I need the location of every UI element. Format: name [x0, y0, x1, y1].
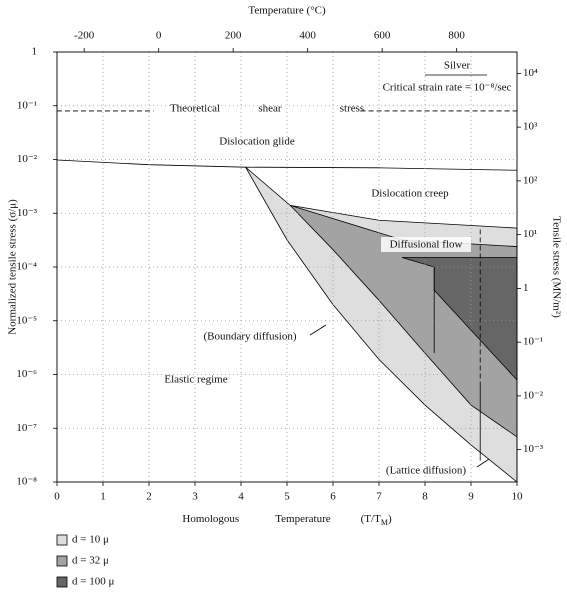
y-tick-label: 10⁻⁴: [16, 261, 37, 273]
pointer: [309, 324, 327, 336]
y-tick-label: 10⁻²: [17, 153, 38, 165]
legend-label: d = 32 μ: [72, 555, 109, 567]
x2-tick-label: 200: [225, 30, 242, 42]
y-tick-label: 10⁻³: [17, 207, 38, 219]
x-axis-title-part: (T/T: [361, 513, 381, 525]
y-tick-label: 10⁻⁶: [16, 368, 37, 380]
x2-tick-label: 0: [156, 30, 162, 42]
y-tick-label: 1: [32, 46, 38, 58]
legend-swatch: [56, 555, 68, 567]
y2-tick-label: 1: [523, 282, 529, 294]
annotation: Dislocation glide: [219, 136, 295, 148]
legend-swatch: [56, 576, 68, 588]
y-tick-label: 10⁻¹: [17, 99, 37, 111]
x-axis-title-part: M: [381, 518, 388, 527]
annotation: (Boundary diffusion): [204, 331, 297, 343]
x2-tick-label: -200: [74, 30, 95, 42]
y2-tick-label: 10³: [523, 121, 538, 133]
annotation: shear: [258, 103, 282, 115]
x2-tick-label: 800: [448, 30, 465, 42]
x-tick-label: 2: [146, 491, 152, 503]
x-tick-label: 8: [422, 491, 428, 503]
annotation: Diffusional flow: [390, 239, 463, 251]
legend-label: d = 10 μ: [72, 534, 109, 546]
y2-tick-label: 10¹: [523, 228, 537, 240]
annotation: Dislocation creep: [371, 188, 449, 200]
y-axis-title: Normalized tensile stress (σ/μ): [7, 199, 19, 335]
x-tick-label: 7: [376, 491, 382, 503]
x-tick-label: 10: [512, 491, 524, 503]
x-tick-label: 9: [468, 491, 474, 503]
x-tick-label: 1: [100, 491, 106, 503]
y-tick-label: 10⁻⁵: [16, 314, 37, 326]
plot-frame: [56, 51, 518, 483]
x-axis-title-part: Temperature: [275, 513, 331, 525]
x-tick-label: 5: [284, 491, 290, 503]
x2-tick-label: 400: [299, 30, 316, 42]
y2-tick-label: 10⁻¹: [523, 336, 543, 348]
y-tick-label: 10⁻⁷: [16, 422, 37, 434]
x-tick-label: 4: [238, 491, 244, 503]
x-tick-label: 0: [54, 491, 60, 503]
annotation: Critical strain rate = 10⁻⁸/sec: [383, 82, 512, 94]
y-tick-label: 10⁻⁸: [16, 476, 37, 488]
label-box: [381, 237, 471, 252]
x-axis-title-part: Homologous: [182, 513, 239, 525]
x-tick-label: 6: [330, 491, 336, 503]
top-axis-title: Temperature (°C): [248, 5, 326, 17]
legend-label: d = 100 μ: [72, 576, 114, 588]
annotation: Theoretical: [170, 103, 220, 115]
y2-tick-label: 10⁴: [523, 67, 538, 79]
y2-tick-label: 10⁻²: [523, 389, 544, 401]
x-tick-label: 3: [192, 491, 198, 503]
x-axis-title: Homologous Temperature (T/TM): [182, 513, 392, 528]
legend-swatch: [56, 534, 68, 546]
x2-tick-label: 600: [374, 30, 391, 42]
y2-axis-title: Tensile stress (MN/m²): [550, 216, 562, 318]
annotation: Silver: [444, 60, 471, 72]
y2-tick-label: 10⁻³: [523, 443, 544, 455]
annotation: (Lattice diffusion): [386, 465, 466, 477]
annotation: Elastic regime: [164, 374, 227, 386]
annotation: stress: [340, 103, 364, 115]
y2-tick-label: 10²: [523, 174, 538, 186]
x-axis-title-part: ): [388, 513, 392, 525]
